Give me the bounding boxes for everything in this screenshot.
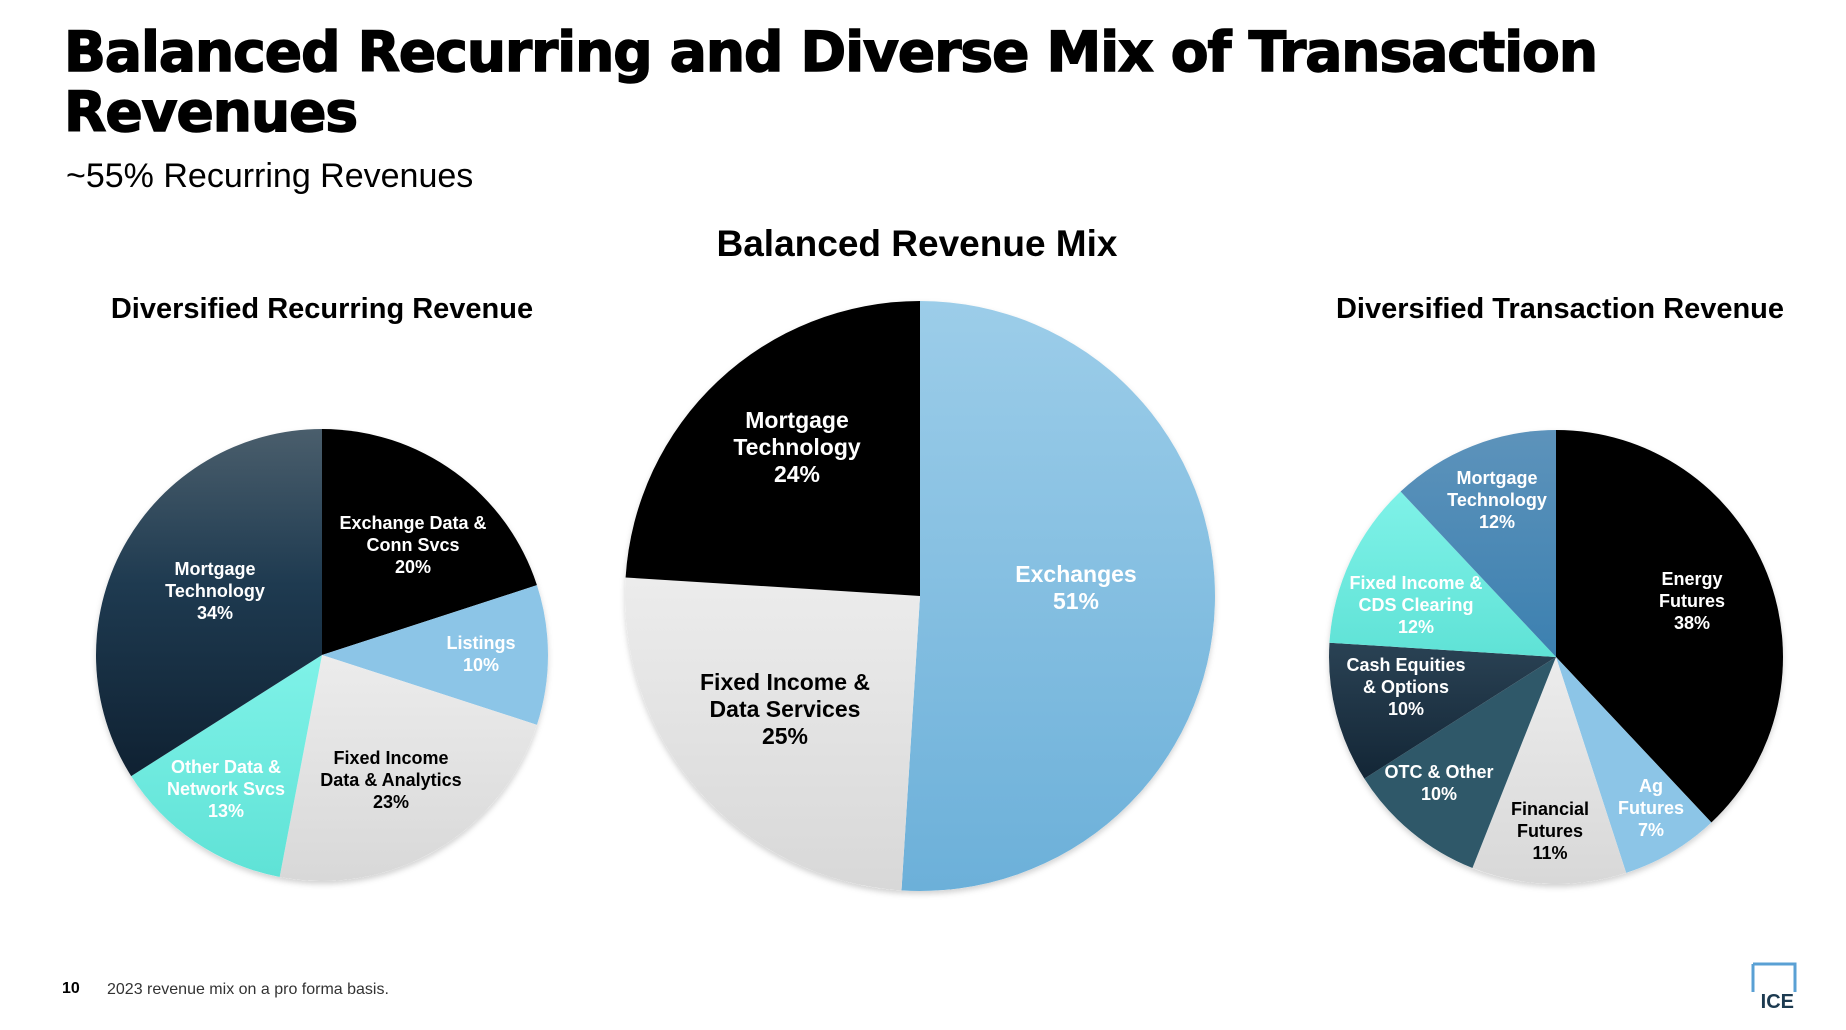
pie-slice: [1472, 657, 1627, 885]
slice-label: Fixed Income & Data Services 25%: [700, 669, 870, 749]
slice-label: Mortgage Technology 24%: [733, 407, 861, 487]
chart-title-recurring: Diversified Recurring Revenue: [111, 293, 533, 325]
slice-label: Ag Futures 7%: [1618, 776, 1684, 840]
slice-label: Other Data & Network Svcs 13%: [167, 757, 285, 821]
pie-slice: [901, 301, 1215, 891]
slice-label: OTC & Other 10%: [1384, 762, 1493, 804]
ice-logo: ICE: [1751, 962, 1797, 1010]
pie-slice: [1556, 657, 1712, 873]
pie-slice: [131, 655, 322, 877]
slice-label: Fixed Income & CDS Clearing 12%: [1349, 573, 1482, 637]
slice-label: Listings 10%: [446, 633, 515, 675]
pie-slice: [1400, 430, 1556, 657]
slice-label: Mortgage Technology 34%: [165, 559, 265, 623]
pie-slice: [625, 301, 920, 596]
logo-text: ICE: [1761, 991, 1794, 1010]
pie-slice: [625, 577, 920, 891]
slice-label: Cash Equities & Options 10%: [1346, 655, 1465, 719]
chart-title-transaction: Diversified Transaction Revenue: [1336, 293, 1784, 325]
pie-transaction: Energy Futures 38% Ag Futures 7% Financial Futu…: [1328, 430, 1783, 885]
pie-recurring: Exchange Data & Conn Svcs 20% Listings 10% Fi…: [95, 429, 548, 882]
page-subtitle: ~55% Recurring Revenues: [66, 157, 474, 195]
pie-slice: [1364, 657, 1556, 869]
slice-label: Exchange Data & Conn Svcs 20%: [339, 513, 486, 577]
slice-label: Energy Futures 38%: [1659, 569, 1725, 633]
pie-slice: [322, 585, 548, 725]
page-number: 10: [62, 980, 80, 997]
chart-title-balanced: Balanced Revenue Mix: [717, 223, 1118, 264]
pie-slice: [322, 429, 537, 655]
pie-slice: [1329, 491, 1556, 657]
page-title: Balanced Recurring and Diverse Mix of Tr…: [63, 20, 1599, 144]
pie-slice: [1556, 430, 1783, 823]
footnote: 2023 revenue mix on a pro forma basis.: [107, 981, 389, 998]
pie-slice: [279, 655, 537, 882]
slice-label: Fixed Income Data & Analytics 23%: [320, 748, 461, 812]
pie-slice: [95, 429, 322, 777]
pie-balanced: Exchanges 51% Fixed Income & Data Services 2…: [625, 301, 1215, 891]
slice-label: Exchanges 51%: [1015, 561, 1136, 614]
slice-label: Financial Futures 11%: [1511, 799, 1589, 863]
slice-label: Mortgage Technology 12%: [1447, 468, 1547, 532]
pie-slice: [1328, 642, 1556, 779]
